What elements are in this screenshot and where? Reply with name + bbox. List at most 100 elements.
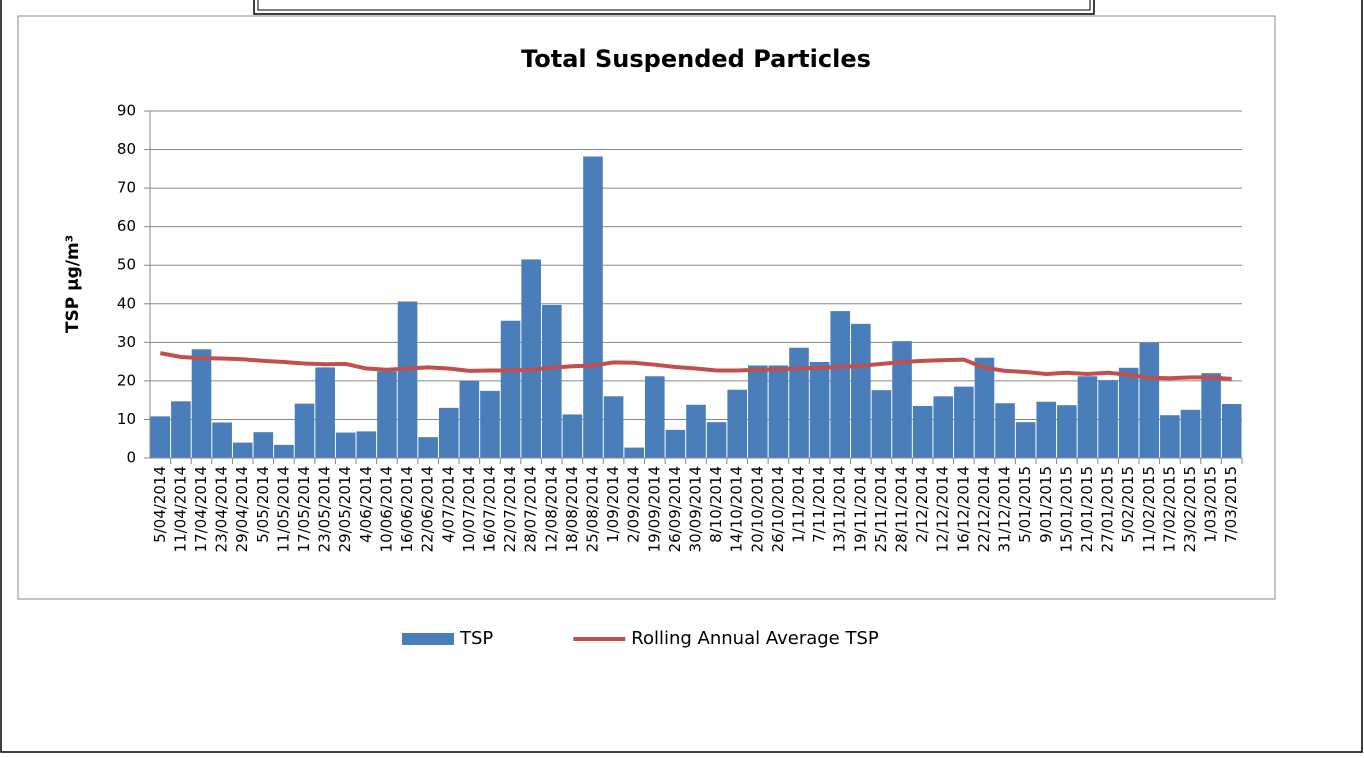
x-tick-label: 9/01/2015	[1037, 466, 1055, 543]
bar	[377, 371, 397, 458]
x-tick-label: 1/11/2014	[790, 466, 808, 543]
bar	[1118, 367, 1139, 458]
bar	[294, 403, 315, 458]
x-tick-label: 19/09/2014	[645, 466, 663, 552]
legend-label: Rolling Annual Average TSP	[631, 628, 879, 649]
y-tick-label: 90	[117, 102, 136, 120]
x-tick-label: 10/07/2014	[460, 466, 478, 552]
chart-frame	[17, 15, 1276, 600]
y-tick-label: 0	[126, 449, 136, 467]
legend-label: TSP	[459, 628, 493, 649]
x-tick-label: 10/06/2014	[377, 466, 395, 552]
x-tick-label: 16/06/2014	[398, 466, 416, 552]
x-tick-label: 14/10/2014	[728, 466, 746, 552]
x-tick-label: 12/12/2014	[934, 466, 952, 552]
bar	[583, 156, 603, 459]
bar	[1036, 401, 1057, 458]
x-tick-label: 7/11/2014	[810, 466, 828, 543]
bar	[480, 390, 500, 458]
bar	[603, 396, 624, 458]
x-tick-label: 23/04/2014	[213, 466, 231, 552]
bar	[768, 365, 789, 458]
bar	[1201, 373, 1221, 458]
x-tick-label: 17/04/2014	[192, 466, 210, 552]
chart-title: Total Suspended Particles	[521, 45, 871, 73]
x-tick-label: 18/08/2014	[563, 466, 581, 552]
bar	[1139, 342, 1160, 458]
bar	[521, 259, 541, 458]
x-tick-label: 4/07/2014	[439, 466, 457, 543]
bar	[191, 349, 212, 458]
header-box	[253, 0, 1095, 15]
x-tick-label: 28/07/2014	[522, 466, 540, 552]
x-tick-label: 23/02/2015	[1181, 466, 1199, 552]
x-tick-label: 17/02/2015	[1160, 466, 1178, 552]
x-tick-label: 22/07/2014	[501, 466, 519, 552]
bar	[974, 357, 995, 458]
line	[159, 351, 1232, 381]
x-tick-label: 4/06/2014	[357, 466, 375, 543]
x-tick-label: 8/10/2014	[707, 466, 725, 543]
bar	[706, 422, 727, 458]
bar	[1057, 405, 1077, 458]
x-tick-label: 28/11/2014	[893, 466, 911, 552]
x-tick-label: 15/01/2015	[1057, 466, 1075, 552]
bar	[809, 361, 830, 458]
bar	[665, 429, 686, 458]
x-tick-label: 26/10/2014	[769, 466, 787, 552]
x-tick-label: 11/04/2014	[171, 466, 189, 552]
bar	[212, 422, 232, 458]
x-tick-label: 25/11/2014	[872, 466, 890, 552]
bar	[274, 444, 294, 458]
bar	[1077, 376, 1098, 458]
x-tick-label: 13/11/2014	[831, 466, 849, 552]
bar	[748, 365, 768, 458]
legend-swatch	[402, 633, 454, 645]
bar	[1221, 404, 1242, 458]
bar	[1015, 422, 1036, 458]
bar	[644, 376, 665, 458]
y-tick-label: 20	[117, 371, 136, 389]
x-tick-label: 16/07/2014	[480, 466, 498, 552]
x-tick-label: 2/09/2014	[625, 466, 643, 543]
bar	[459, 380, 480, 458]
x-tick-label: 22/06/2014	[419, 466, 437, 552]
bar	[232, 442, 253, 458]
x-tick-label: 26/09/2014	[666, 466, 684, 552]
bar	[562, 414, 583, 458]
bar	[150, 416, 171, 458]
x-tick-label: 1/03/2015	[1202, 466, 1220, 543]
y-tick-label: 40	[117, 294, 136, 312]
bar	[171, 401, 191, 458]
bar	[933, 396, 954, 458]
y-tick-label: 10	[117, 410, 136, 428]
bar	[253, 432, 274, 458]
bar	[315, 367, 335, 458]
x-tick-label: 31/12/2014	[996, 466, 1014, 552]
bar	[418, 437, 438, 458]
x-tick-label: 7/03/2015	[1222, 466, 1240, 543]
bar	[541, 304, 562, 458]
bar	[335, 432, 356, 458]
x-tick-label: 5/04/2014	[151, 466, 169, 543]
bar	[1098, 380, 1118, 458]
x-tick-label: 17/05/2014	[295, 466, 313, 552]
y-tick-label: 50	[117, 256, 136, 274]
bar	[851, 323, 871, 458]
bar	[356, 431, 377, 458]
y-tick-label: 70	[117, 179, 136, 197]
bar	[789, 347, 809, 458]
bar	[912, 405, 933, 458]
bar	[830, 311, 851, 458]
x-tick-label: 23/05/2014	[316, 466, 334, 552]
x-tick-label: 1/09/2014	[604, 466, 622, 543]
y-tick-label: 60	[117, 217, 136, 235]
bar	[892, 341, 912, 458]
x-tick-label: 5/05/2014	[254, 466, 272, 543]
x-tick-label: 5/01/2015	[1016, 466, 1034, 543]
x-tick-label: 16/12/2014	[954, 466, 972, 552]
x-tick-label: 25/08/2014	[583, 466, 601, 552]
x-tick-label: 12/08/2014	[542, 466, 560, 552]
